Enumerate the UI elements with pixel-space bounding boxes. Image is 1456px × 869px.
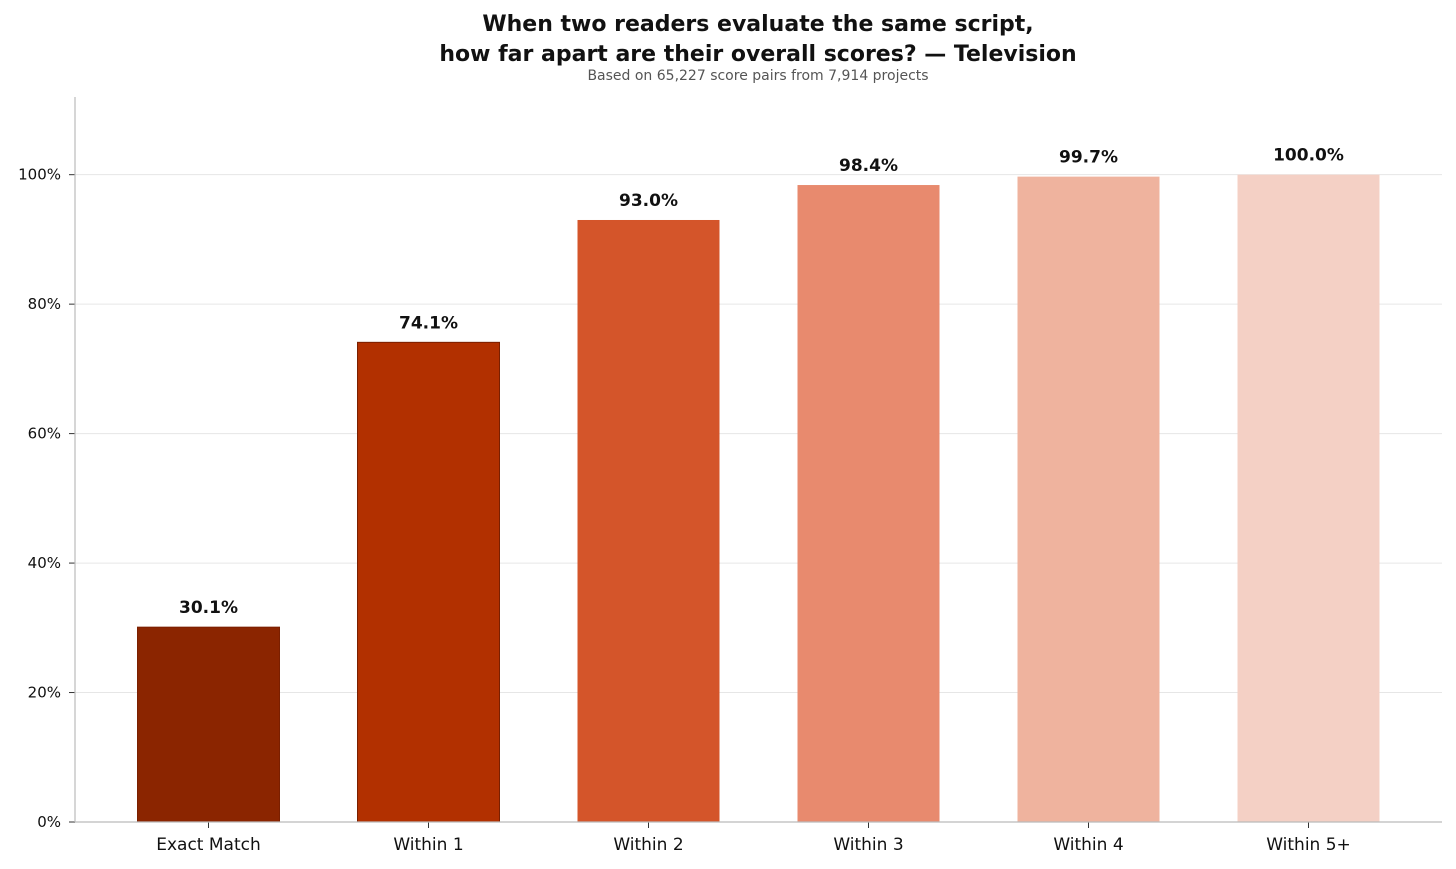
bar xyxy=(357,341,500,823)
bar xyxy=(1237,174,1380,822)
x-tick-label: Within 4 xyxy=(1053,835,1123,855)
data-label: 98.4% xyxy=(839,156,898,176)
bar xyxy=(137,626,280,823)
labels: 0% 20% 40% 60% 80% 100% 30.1% Exact Match 74.1% W… xyxy=(18,146,1351,855)
y-tick-label: 100% xyxy=(18,166,61,184)
chart-title-line-1: When two readers evaluate the same scrip… xyxy=(482,12,1034,37)
x-tick-label: Within 3 xyxy=(833,835,903,855)
y-tick-label: 40% xyxy=(28,554,61,572)
x-tick-label: Within 2 xyxy=(613,835,683,855)
data-label: 100.0% xyxy=(1273,146,1344,166)
y-tick-label: 60% xyxy=(28,425,61,443)
data-label: 93.0% xyxy=(619,191,678,211)
y-tick-label: 20% xyxy=(28,684,61,702)
data-label: 30.1% xyxy=(179,598,238,618)
axes xyxy=(69,97,1442,828)
chart-title: When two readers evaluate the same scrip… xyxy=(0,10,1456,70)
y-tick-label: 80% xyxy=(28,295,61,313)
bars xyxy=(137,174,1380,823)
x-tick-label: Exact Match xyxy=(156,835,261,855)
x-tick-label: Within 5+ xyxy=(1266,835,1351,855)
bar xyxy=(797,185,940,823)
data-label: 74.1% xyxy=(399,313,458,333)
grid-lines xyxy=(75,174,1442,694)
bar xyxy=(1017,176,1160,822)
chart-subtitle: Based on 65,227 score pairs from 7,914 p… xyxy=(587,68,929,84)
chart-title-line-2: how far apart are their overall scores? … xyxy=(439,42,1077,67)
bar xyxy=(577,219,720,822)
y-tick-label: 0% xyxy=(37,813,61,831)
x-tick-label: Within 1 xyxy=(393,835,463,855)
data-label: 99.7% xyxy=(1059,148,1118,168)
